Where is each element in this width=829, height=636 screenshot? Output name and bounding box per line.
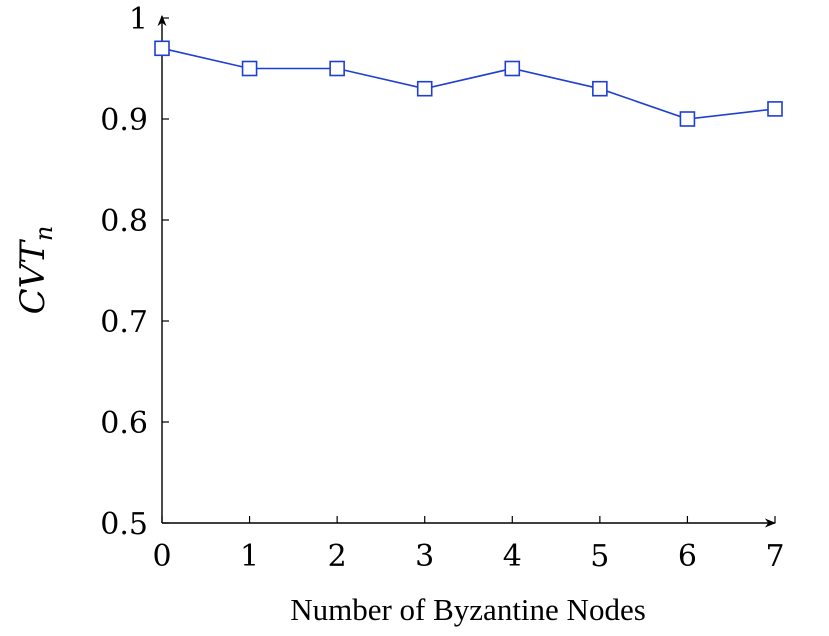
data-point-marker	[329, 60, 345, 77]
data-point-marker	[679, 111, 696, 127]
y-axis-title-main: CVT	[13, 239, 53, 315]
y-tick-label: 0.5	[100, 507, 148, 542]
y-tick-label: 0.9	[100, 103, 148, 138]
y-tick-label: 0.6	[100, 406, 148, 441]
x-tick-label: 0	[152, 539, 171, 574]
y-ticks: 0.5 0.6 0.7 0.8 0.9 1	[100, 2, 169, 542]
data-point-marker	[504, 60, 521, 77]
x-ticks: 0 1 2 3 4 5 6 7	[152, 516, 785, 574]
x-tick-label: 6	[678, 539, 697, 574]
y-tick-label: 0.7	[100, 305, 148, 340]
data-point-marker	[592, 80, 608, 97]
x-tick-label: 7	[765, 539, 784, 574]
data-point-marker	[154, 40, 170, 57]
y-axis-title-subscript: n	[30, 226, 58, 241]
y-axis-title: CVTn	[13, 226, 58, 315]
series-line	[161, 47, 776, 120]
data-point-marker	[241, 60, 258, 77]
plot-area: 0 1 2 3 4 5 6 7 0.5 0.6 0.7 0.8 0.9 1	[100, 2, 784, 574]
x-tick-label: 5	[590, 539, 609, 574]
data-point-marker	[767, 101, 783, 117]
y-tick-label: 1	[129, 2, 148, 37]
x-tick-label: 1	[240, 539, 259, 574]
x-tick-label: 4	[503, 539, 522, 574]
x-tick-label: 2	[328, 539, 347, 574]
x-axis-title: Number of Byzantine Nodes	[290, 592, 646, 627]
x-tick-label: 3	[415, 539, 434, 574]
y-tick-label: 0.8	[100, 204, 148, 239]
series-group	[154, 40, 783, 127]
data-point-marker	[416, 80, 433, 97]
